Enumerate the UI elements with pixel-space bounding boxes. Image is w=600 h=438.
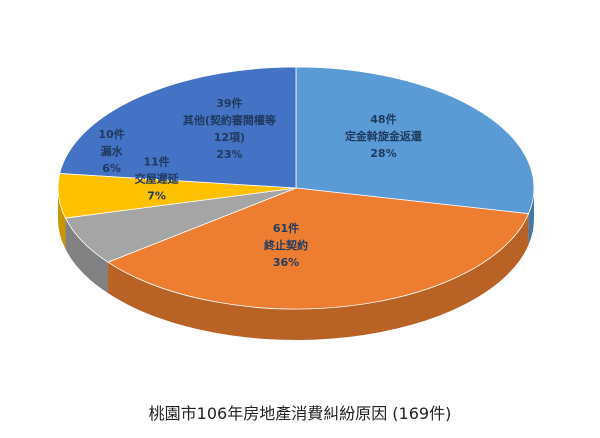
slice-label-2-percent: 36% [273, 256, 299, 269]
slice-label-5-label2: 12項) [214, 131, 245, 144]
pie-side-2 [107, 213, 529, 341]
slice-label-4-count: 10件 [98, 127, 124, 141]
pie-slice-1 [295, 66, 535, 215]
pie-slice-5 [59, 66, 297, 189]
slice-label-5-percent: 23% [216, 148, 242, 161]
slice-label-2-label: 終止契約 [264, 238, 308, 252]
pie-slice-2 [107, 187, 530, 310]
slice-label-1-count: 48件 [370, 112, 396, 126]
slice-label-1-label: 定金斡旋金返還 [345, 129, 423, 143]
slice-label-2-count: 61件 [273, 221, 299, 235]
slice-label-1-percent: 28% [370, 147, 396, 160]
slice-label-3-percent: 7% [147, 189, 166, 202]
pie-side-3 [65, 218, 108, 294]
slice-label-5-label1: 其他(契約審閱權等 [183, 113, 276, 127]
slice-label-4-label: 漏水 [101, 144, 124, 158]
slice-label-4-percent: 6% [102, 162, 121, 175]
slice-label-5-count: 39件 [216, 96, 242, 110]
slice-label-3-count: 11件 [143, 154, 169, 168]
chart-title: 桃園市106年房地產消費糾紛原因 (169件) [148, 404, 452, 423]
slice-label-3-label: 交屋遲延 [135, 171, 180, 185]
